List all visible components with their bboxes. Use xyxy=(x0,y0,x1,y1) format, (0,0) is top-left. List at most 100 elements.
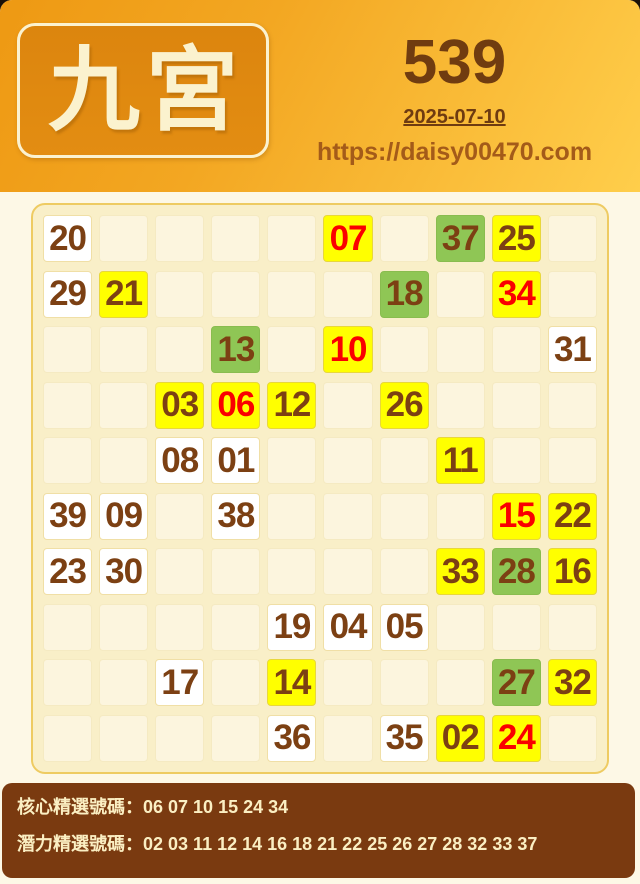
grid-cell-empty xyxy=(211,659,261,706)
grid-cell-38: 38 xyxy=(211,492,261,540)
grid-cell-empty xyxy=(547,603,597,651)
grid-cell-19: 19 xyxy=(267,603,317,651)
grid-cell-empty xyxy=(323,548,373,595)
grid-cell-empty xyxy=(155,603,205,651)
core-numbers-label: 核心精選號碼： xyxy=(17,797,143,817)
grid-cell-empty xyxy=(323,381,373,429)
grid-cell-24: 24 xyxy=(491,714,541,762)
grid-cell-empty xyxy=(323,270,373,318)
grid-cell-empty xyxy=(155,270,205,318)
grid-cell-28: 28 xyxy=(491,548,541,595)
grid-cell-empty xyxy=(99,381,149,429)
grid-cell-empty xyxy=(99,437,149,484)
grid-cell-07: 07 xyxy=(323,215,373,262)
potential-numbers-label: 潛力精選號碼： xyxy=(17,834,143,854)
grid-cell-27: 27 xyxy=(491,659,541,706)
grid-cell-empty xyxy=(267,215,317,262)
grid-cell-empty xyxy=(267,326,317,373)
grid-cell-26: 26 xyxy=(379,381,429,429)
grid-cell-empty xyxy=(211,548,261,595)
grid-cell-empty xyxy=(155,492,205,540)
grid-cell-empty xyxy=(547,437,597,484)
grid-cell-18: 18 xyxy=(379,270,429,318)
grid-cell-31: 31 xyxy=(547,326,597,373)
grid-cell-empty xyxy=(435,270,485,318)
lottery-name: 539 xyxy=(402,28,507,97)
grid-cell-36: 36 xyxy=(267,714,317,762)
grid-cell-13: 13 xyxy=(211,326,261,373)
grid-cell-30: 30 xyxy=(99,548,149,595)
grid-cell-empty xyxy=(155,215,205,262)
grid-cell-empty xyxy=(323,659,373,706)
grid-cell-empty xyxy=(547,270,597,318)
grid-cell-empty xyxy=(323,492,373,540)
grid-cell-empty xyxy=(379,326,429,373)
grid-cell-empty xyxy=(43,714,93,762)
grid-cell-empty xyxy=(211,270,261,318)
grid-cell-empty xyxy=(99,714,149,762)
header: 九宮 539 2025-07-10 https://daisy00470.com xyxy=(0,0,640,192)
grid-cell-35: 35 xyxy=(379,714,429,762)
grid-cell-empty xyxy=(99,326,149,373)
grid-cell-empty xyxy=(43,326,93,373)
grid-cell-empty xyxy=(99,603,149,651)
grid-cell-05: 05 xyxy=(379,603,429,651)
grid-cell-empty xyxy=(379,492,429,540)
number-grid-panel: 20 07 37 25 29 21 18 34 13 10 31 03 06 12 26 08 01 11 39 09… xyxy=(31,203,609,774)
grid-cell-empty xyxy=(491,326,541,373)
site-url-link[interactable]: https://daisy00470.com xyxy=(316,138,593,166)
grid-cell-06: 06 xyxy=(211,381,261,429)
grid-cell-39: 39 xyxy=(43,492,93,540)
grid-cell-10: 10 xyxy=(323,326,373,373)
core-numbers-values: 06 07 10 15 24 34 xyxy=(143,797,289,817)
grid-cell-33: 33 xyxy=(435,548,485,595)
grid-cell-empty xyxy=(491,381,541,429)
grid-cell-empty xyxy=(211,215,261,262)
grid-cell-empty xyxy=(267,492,317,540)
core-numbers-line: 核心精選號碼：06 07 10 15 24 34 xyxy=(17,798,625,816)
grid-cell-empty xyxy=(379,548,429,595)
grid-cell-37: 37 xyxy=(435,215,485,262)
grid-cell-34: 34 xyxy=(491,270,541,318)
grid-cell-empty xyxy=(43,603,93,651)
grid-cell-15: 15 xyxy=(491,492,541,540)
grid-cell-14: 14 xyxy=(267,659,317,706)
number-grid: 20 07 37 25 29 21 18 34 13 10 31 03 06 12 26 08 01 11 39 09… xyxy=(43,215,597,762)
grid-cell-04: 04 xyxy=(323,603,373,651)
logo-text: 九宮 xyxy=(47,39,244,142)
grid-cell-empty xyxy=(435,326,485,373)
grid-cell-empty xyxy=(435,492,485,540)
header-info: 539 2025-07-10 https://daisy00470.com xyxy=(269,32,640,167)
grid-cell-empty xyxy=(435,603,485,651)
grid-cell-empty xyxy=(99,659,149,706)
grid-cell-01: 01 xyxy=(211,437,261,484)
grid-cell-empty xyxy=(43,381,93,429)
grid-cell-09: 09 xyxy=(99,492,149,540)
grid-cell-empty xyxy=(267,270,317,318)
potential-numbers-line: 潛力精選號碼：02 03 11 12 14 16 18 21 22 25 26 … xyxy=(17,835,625,853)
grid-cell-empty xyxy=(547,714,597,762)
footer: 核心精選號碼：06 07 10 15 24 34 潛力精選號碼：02 03 11… xyxy=(2,783,635,878)
grid-cell-11: 11 xyxy=(435,437,485,484)
grid-cell-empty xyxy=(379,215,429,262)
grid-cell-23: 23 xyxy=(43,548,93,595)
grid-cell-empty xyxy=(491,437,541,484)
grid-cell-empty xyxy=(323,714,373,762)
grid-cell-empty xyxy=(211,603,261,651)
grid-cell-12: 12 xyxy=(267,381,317,429)
draw-date: 2025-07-10 xyxy=(403,106,506,128)
grid-cell-20: 20 xyxy=(43,215,93,262)
grid-cell-empty xyxy=(435,381,485,429)
grid-cell-empty xyxy=(155,326,205,373)
grid-cell-empty xyxy=(379,437,429,484)
grid-cell-empty xyxy=(547,381,597,429)
logo-box: 九宮 xyxy=(17,23,269,158)
grid-cell-25: 25 xyxy=(491,215,541,262)
grid-cell-21: 21 xyxy=(99,270,149,318)
grid-cell-empty xyxy=(435,659,485,706)
grid-cell-08: 08 xyxy=(155,437,205,484)
grid-cell-empty xyxy=(155,714,205,762)
grid-cell-empty xyxy=(155,548,205,595)
grid-cell-empty xyxy=(99,215,149,262)
